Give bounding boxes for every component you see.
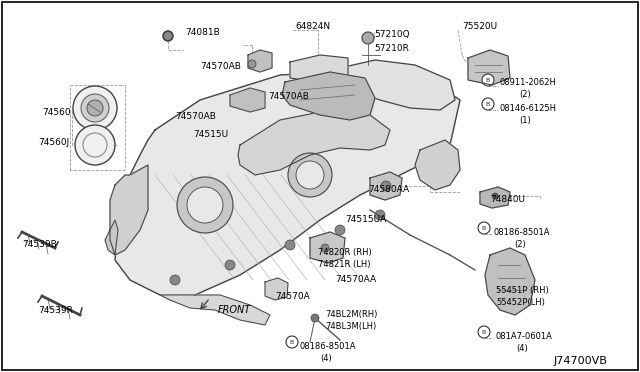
Polygon shape <box>468 50 510 85</box>
Polygon shape <box>105 220 118 255</box>
Polygon shape <box>485 248 535 315</box>
Text: 55451P (RH): 55451P (RH) <box>496 286 548 295</box>
Circle shape <box>286 336 298 348</box>
Text: 74820R (RH): 74820R (RH) <box>318 248 372 257</box>
Circle shape <box>296 161 324 189</box>
Text: 57210Q: 57210Q <box>374 30 410 39</box>
Text: J74700VB: J74700VB <box>554 356 608 366</box>
Text: 081A7-0601A: 081A7-0601A <box>496 332 553 341</box>
Text: 74570AA: 74570AA <box>335 275 376 284</box>
Circle shape <box>285 240 295 250</box>
Text: 74570A: 74570A <box>275 292 310 301</box>
Text: (2): (2) <box>514 240 525 249</box>
Text: 08911-2062H: 08911-2062H <box>499 78 556 87</box>
Text: 08186-8501A: 08186-8501A <box>494 228 550 237</box>
Circle shape <box>163 31 173 41</box>
Text: 74539R: 74539R <box>38 306 73 315</box>
Polygon shape <box>160 295 270 325</box>
Circle shape <box>375 210 385 220</box>
Text: 74515U: 74515U <box>193 130 228 139</box>
Text: 74570AB: 74570AB <box>268 92 309 101</box>
Text: FRONT: FRONT <box>218 305 252 315</box>
Circle shape <box>225 260 235 270</box>
Circle shape <box>248 60 256 68</box>
Text: 74539B: 74539B <box>22 240 57 249</box>
Circle shape <box>311 314 319 322</box>
Text: 57210R: 57210R <box>374 44 409 53</box>
Circle shape <box>81 94 109 122</box>
Text: 74081B: 74081B <box>185 28 220 37</box>
Polygon shape <box>248 50 272 72</box>
Circle shape <box>187 187 223 223</box>
Text: 74560: 74560 <box>42 108 70 117</box>
Text: (2): (2) <box>519 90 531 99</box>
Circle shape <box>381 181 391 191</box>
Text: B: B <box>482 330 486 334</box>
Circle shape <box>478 326 490 338</box>
Circle shape <box>288 153 332 197</box>
Text: 74580AA: 74580AA <box>368 185 409 194</box>
Circle shape <box>75 125 115 165</box>
Polygon shape <box>282 72 375 120</box>
Text: 74BL3M(LH): 74BL3M(LH) <box>325 322 376 331</box>
Circle shape <box>492 193 498 199</box>
Polygon shape <box>370 172 402 200</box>
Circle shape <box>482 98 494 110</box>
Polygon shape <box>310 232 345 263</box>
Text: 74570AB: 74570AB <box>200 62 241 71</box>
Polygon shape <box>115 70 460 295</box>
Polygon shape <box>415 140 460 190</box>
Circle shape <box>73 86 117 130</box>
Polygon shape <box>238 110 390 175</box>
Text: B: B <box>486 102 490 106</box>
Text: 55452P(LH): 55452P(LH) <box>496 298 545 307</box>
Polygon shape <box>290 55 348 82</box>
Polygon shape <box>164 31 172 41</box>
Text: (4): (4) <box>516 344 528 353</box>
Text: B: B <box>486 77 490 83</box>
Text: 75520U: 75520U <box>462 22 497 31</box>
Polygon shape <box>480 187 510 208</box>
Text: 08186-8501A: 08186-8501A <box>300 342 356 351</box>
Circle shape <box>482 74 494 86</box>
Text: 64824N: 64824N <box>295 22 330 31</box>
Circle shape <box>177 177 233 233</box>
Text: B: B <box>482 225 486 231</box>
Text: 74BL2M(RH): 74BL2M(RH) <box>325 310 378 319</box>
Text: 74560J: 74560J <box>38 138 69 147</box>
Text: 74515UA: 74515UA <box>345 215 387 224</box>
Polygon shape <box>230 88 265 112</box>
Text: 74840U: 74840U <box>490 195 525 204</box>
Circle shape <box>170 275 180 285</box>
Text: 08146-6125H: 08146-6125H <box>499 104 556 113</box>
Text: (4): (4) <box>320 354 332 363</box>
Circle shape <box>362 32 374 44</box>
Circle shape <box>87 100 103 116</box>
Polygon shape <box>265 278 288 300</box>
Circle shape <box>335 225 345 235</box>
Text: 74821R (LH): 74821R (LH) <box>318 260 371 269</box>
Circle shape <box>478 222 490 234</box>
Polygon shape <box>110 165 148 255</box>
Text: B: B <box>290 340 294 344</box>
Text: (1): (1) <box>519 116 531 125</box>
Text: 74570AB: 74570AB <box>175 112 216 121</box>
Polygon shape <box>335 60 455 110</box>
Circle shape <box>321 244 329 252</box>
